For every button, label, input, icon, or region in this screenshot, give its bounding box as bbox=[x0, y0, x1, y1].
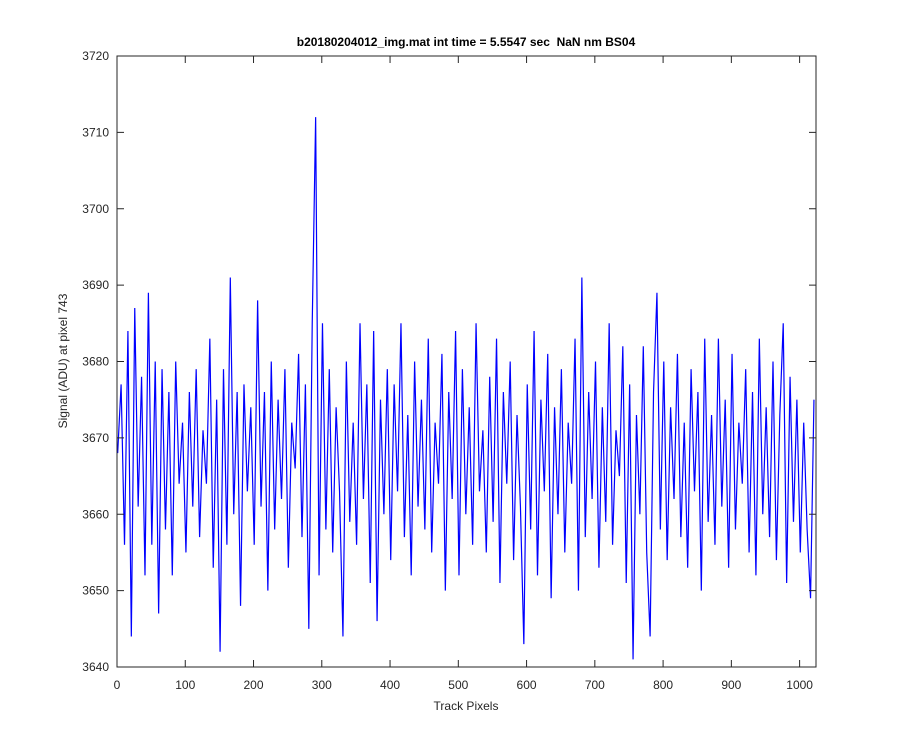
y-tick-label: 3670 bbox=[82, 431, 109, 445]
x-tick-label: 400 bbox=[380, 678, 400, 692]
y-tick-label: 3700 bbox=[82, 202, 109, 216]
x-tick-label: 800 bbox=[653, 678, 673, 692]
x-tick-label: 900 bbox=[721, 678, 741, 692]
y-tick-label: 3720 bbox=[82, 49, 109, 63]
x-tick-label: 100 bbox=[175, 678, 195, 692]
y-tick-label: 3660 bbox=[82, 507, 109, 521]
x-axis-label: Track Pixels bbox=[434, 699, 499, 713]
y-tick-label: 3680 bbox=[82, 355, 109, 369]
y-axis-label: Signal (ADU) at pixel 743 bbox=[56, 293, 70, 428]
chart-title: b20180204012_img.mat int time = 5.5547 s… bbox=[297, 35, 636, 49]
y-tick-label: 3640 bbox=[82, 660, 109, 674]
x-tick-label: 600 bbox=[517, 678, 537, 692]
y-tick-label: 3690 bbox=[82, 278, 109, 292]
x-tick-label: 700 bbox=[585, 678, 605, 692]
y-tick-label: 3650 bbox=[82, 584, 109, 598]
x-tick-label: 1000 bbox=[786, 678, 813, 692]
y-tick-label: 3710 bbox=[82, 125, 109, 139]
x-tick-label: 300 bbox=[312, 678, 332, 692]
data-line bbox=[117, 117, 815, 660]
x-tick-label: 200 bbox=[244, 678, 264, 692]
x-tick-label: 0 bbox=[114, 678, 121, 692]
x-tick-label: 500 bbox=[448, 678, 468, 692]
